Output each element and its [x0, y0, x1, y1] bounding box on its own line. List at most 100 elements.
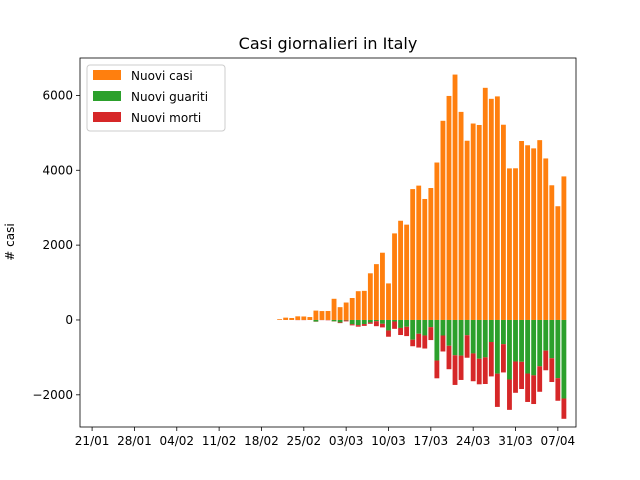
- bar-nuovi-casi: [277, 319, 283, 320]
- bar-nuovi-guariti: [561, 319, 567, 399]
- bar-nuovi-casi: [337, 307, 343, 320]
- bar-nuovi-guariti: [386, 319, 391, 331]
- bar-nuovi-casi: [519, 141, 524, 320]
- bar-nuovi-guariti: [434, 319, 440, 361]
- bar-nuovi-casi: [549, 185, 555, 320]
- bar-nuovi-casi: [319, 311, 325, 320]
- x-tick-label: 11/02: [202, 434, 237, 448]
- bar-nuovi-casi: [494, 96, 500, 320]
- bar-nuovi-casi: [488, 98, 494, 320]
- bar-nuovi-guariti: [446, 319, 452, 346]
- legend-label: Nuovi casi: [131, 69, 193, 83]
- bar-nuovi-morti: [543, 350, 549, 371]
- x-tick-label: 28/01: [117, 434, 152, 448]
- bar-nuovi-morti: [428, 327, 434, 341]
- bar-nuovi-guariti: [494, 319, 500, 374]
- bar-nuovi-morti: [380, 323, 385, 328]
- bar-nuovi-morti: [476, 358, 482, 385]
- bar-nuovi-guariti: [361, 319, 367, 325]
- bar-nuovi-guariti: [537, 319, 543, 367]
- x-tick-label: 18/02: [244, 434, 279, 448]
- bar-nuovi-casi: [464, 140, 470, 320]
- bar-nuovi-casi: [349, 297, 355, 320]
- bar-nuovi-casi: [325, 310, 331, 320]
- bar-nuovi-guariti: [525, 319, 531, 374]
- bar-nuovi-casi: [555, 206, 561, 320]
- bar-nuovi-guariti: [349, 319, 355, 325]
- bar-nuovi-guariti: [488, 319, 494, 343]
- bar-nuovi-morti: [355, 325, 361, 327]
- x-tick-label: 03/03: [329, 434, 364, 448]
- y-tick-label: 6000: [42, 88, 73, 102]
- bar-nuovi-casi: [355, 291, 361, 320]
- bar-nuovi-guariti: [513, 319, 518, 362]
- bar-nuovi-morti: [549, 358, 555, 383]
- bar-nuovi-guariti: [555, 319, 561, 379]
- x-tick-label: 17/03: [414, 434, 449, 448]
- bar-nuovi-guariti: [331, 319, 337, 322]
- bar-nuovi-morti: [561, 398, 567, 419]
- bar-nuovi-guariti: [392, 319, 397, 322]
- bar-nuovi-morti: [525, 373, 531, 402]
- bar-nuovi-morti: [404, 326, 410, 337]
- x-tick-label: 10/03: [371, 434, 406, 448]
- bar-nuovi-guariti: [464, 319, 470, 336]
- bar-nuovi-morti: [482, 357, 488, 384]
- bar-nuovi-casi: [301, 316, 307, 320]
- bar-nuovi-casi: [422, 198, 428, 320]
- bars-layer: [277, 74, 567, 419]
- bar-nuovi-morti: [410, 339, 416, 347]
- bar-nuovi-guariti: [355, 319, 361, 326]
- bar-nuovi-guariti: [452, 319, 458, 356]
- legend-swatch: [93, 91, 121, 101]
- bar-nuovi-guariti: [428, 319, 434, 328]
- bar-nuovi-casi: [543, 158, 549, 320]
- bar-nuovi-casi: [458, 111, 464, 320]
- bar-nuovi-morti: [470, 353, 476, 382]
- bar-nuovi-casi: [470, 123, 476, 320]
- bar-nuovi-casi: [289, 317, 295, 320]
- x-tick-label: 07/04: [541, 434, 576, 448]
- bar-nuovi-guariti: [367, 319, 373, 323]
- bar-nuovi-guariti: [500, 319, 506, 345]
- y-tick-label: 0: [65, 313, 73, 327]
- y-axis-label: # casi: [3, 223, 17, 260]
- x-tick-label: 21/01: [75, 434, 110, 448]
- bar-nuovi-morti: [343, 320, 349, 322]
- bar-nuovi-casi: [307, 317, 313, 320]
- bar-nuovi-morti: [398, 327, 404, 336]
- x-tick-label: 24/03: [456, 434, 491, 448]
- bar-nuovi-casi: [507, 168, 512, 320]
- bar-nuovi-guariti: [313, 319, 319, 322]
- bar-nuovi-casi: [500, 124, 506, 320]
- bar-nuovi-casi: [434, 162, 440, 320]
- bar-nuovi-guariti: [470, 319, 476, 354]
- legend-label: Nuovi morti: [131, 111, 201, 125]
- bar-nuovi-guariti: [410, 319, 416, 340]
- bar-nuovi-morti: [440, 335, 446, 352]
- bar-nuovi-morti: [361, 324, 367, 326]
- bar-nuovi-casi: [380, 252, 385, 320]
- bar-nuovi-guariti: [458, 319, 464, 356]
- x-tick-label: 31/03: [498, 434, 533, 448]
- x-tick-label: 25/02: [287, 434, 322, 448]
- bar-nuovi-casi: [531, 148, 537, 320]
- legend-label: Nuovi guariti: [131, 90, 208, 104]
- bar-nuovi-morti: [464, 335, 470, 358]
- bar-nuovi-morti: [513, 361, 518, 393]
- bar-nuovi-morti: [373, 321, 379, 327]
- bar-nuovi-morti: [555, 378, 561, 401]
- bar-nuovi-casi: [398, 220, 404, 320]
- bar-nuovi-morti: [349, 324, 355, 326]
- bar-nuovi-guariti: [373, 319, 379, 322]
- bar-nuovi-casi: [404, 224, 410, 320]
- bar-nuovi-casi: [295, 316, 301, 320]
- bar-nuovi-casi: [428, 188, 434, 320]
- bar-nuovi-guariti: [440, 319, 446, 336]
- bar-nuovi-morti: [452, 355, 458, 385]
- plot-area-frame: [79, 57, 577, 428]
- bar-nuovi-guariti: [531, 319, 537, 376]
- bar-nuovi-casi: [440, 120, 446, 320]
- bar-nuovi-morti: [500, 344, 506, 373]
